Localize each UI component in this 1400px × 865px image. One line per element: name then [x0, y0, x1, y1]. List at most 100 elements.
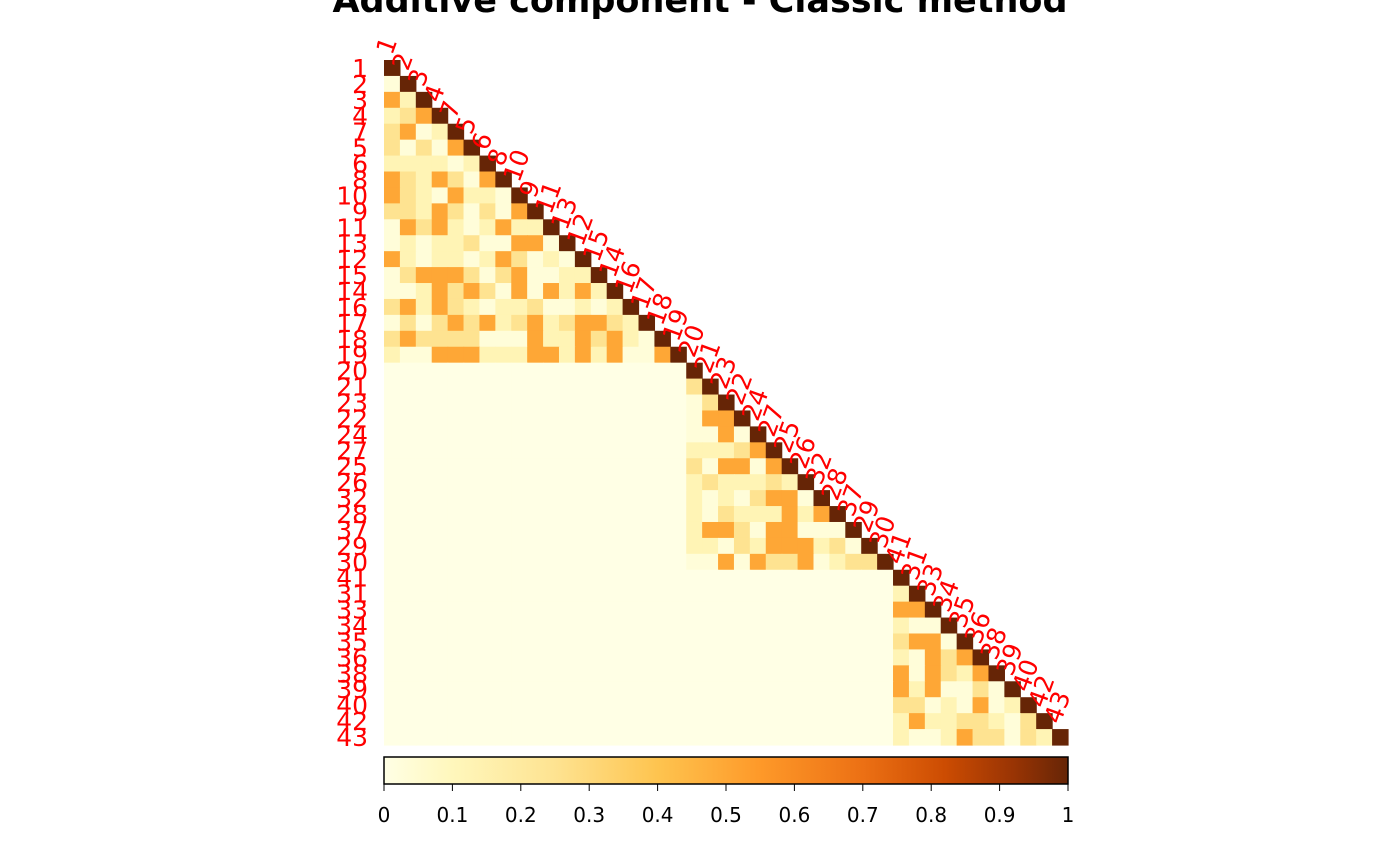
- heatmap-cell: [606, 521, 624, 539]
- heatmap-cell: [686, 474, 703, 491]
- heatmap-cell: [431, 553, 449, 571]
- heatmap-cell: [861, 697, 878, 714]
- heatmap-cell: [479, 697, 496, 714]
- heatmap-cell: [527, 633, 544, 651]
- heatmap-cell: [702, 649, 719, 666]
- heatmap-cell: [415, 251, 433, 268]
- heatmap-cell: [590, 585, 608, 603]
- row-label: 36: [336, 643, 368, 672]
- heatmap-cell: [463, 330, 481, 348]
- heatmap-cell: [638, 314, 656, 332]
- heatmap-cell: [845, 585, 862, 603]
- heatmap-cell: [495, 649, 512, 666]
- heatmap-cell: [447, 490, 465, 507]
- heatmap-cell: [463, 506, 481, 523]
- heatmap-cell: [829, 649, 846, 666]
- heatmap-cell: [558, 601, 576, 619]
- heatmap-cell: [527, 729, 544, 746]
- heatmap-cell: [686, 665, 703, 682]
- heatmap-cell: [384, 378, 401, 396]
- heatmap-cell: [718, 601, 735, 619]
- heatmap-cell: [845, 713, 862, 730]
- heatmap-cell: [543, 314, 560, 332]
- heatmap-cell: [399, 171, 417, 189]
- heatmap-cell: [511, 681, 528, 698]
- heatmap-cell: [415, 506, 433, 523]
- heatmap-cell: [431, 235, 449, 252]
- heatmap-cell: [447, 171, 465, 189]
- heatmap-cell: [590, 442, 608, 459]
- heatmap-cell: [813, 681, 830, 698]
- heatmap-cell: [813, 521, 830, 539]
- heatmap-cell: [829, 585, 846, 603]
- heatmap-cell: [622, 410, 640, 427]
- heatmap-cell: [415, 394, 433, 412]
- row-label: 38: [336, 659, 368, 688]
- heatmap-cell: [733, 649, 751, 666]
- heatmap-cell: [797, 665, 815, 682]
- heatmap-cell: [574, 314, 592, 332]
- heatmap-cell: [479, 235, 496, 252]
- heatmap-cell: [638, 697, 656, 714]
- heatmap-cell: [590, 474, 608, 491]
- heatmap-cell: [431, 378, 449, 396]
- heatmap-cell: [543, 617, 560, 635]
- heatmap-cell: [829, 729, 846, 746]
- heatmap-cell: [718, 649, 735, 666]
- heatmap-cell: [574, 490, 592, 507]
- heatmap-cell: [654, 537, 671, 555]
- heatmap-cell: [431, 713, 449, 730]
- heatmap-cell: [590, 553, 608, 571]
- heatmap-cell: [781, 713, 799, 730]
- heatmap-cell: [527, 203, 544, 220]
- heatmap-cell: [463, 585, 481, 603]
- heatmap-cell: [590, 506, 608, 523]
- heatmap-cell: [638, 537, 656, 555]
- heatmap-cell: [686, 410, 703, 427]
- heatmap-cell: [638, 442, 656, 459]
- heatmap-cell: [511, 442, 528, 459]
- heatmap-cell: [399, 537, 417, 555]
- heatmap-cell: [543, 649, 560, 666]
- heatmap-cell: [384, 681, 401, 698]
- row-label: 18: [336, 325, 368, 354]
- heatmap-cell: [479, 537, 496, 555]
- heatmap-cell: [543, 585, 560, 603]
- heatmap-cell: [702, 458, 719, 475]
- heatmap-cell: [543, 537, 560, 555]
- heatmap-cell: [940, 729, 958, 746]
- heatmap-cell: [527, 298, 544, 316]
- heatmap-cell: [558, 426, 576, 443]
- heatmap-cell: [384, 187, 401, 204]
- heatmap-cell: [399, 521, 417, 539]
- heatmap-cell: [622, 346, 640, 364]
- heatmap-cell: [813, 569, 830, 587]
- heatmap-cell: [558, 267, 576, 284]
- heatmap-cell: [527, 506, 544, 523]
- heatmap-cell: [463, 219, 481, 236]
- heatmap-cell: [463, 251, 481, 268]
- heatmap-cell: [654, 601, 671, 619]
- heatmap-cell: [431, 346, 449, 364]
- row-label: 20: [336, 357, 368, 386]
- heatmap-cell: [606, 617, 624, 635]
- heatmap-cell: [733, 426, 751, 443]
- heatmap-cell: [431, 314, 449, 332]
- row-label: 2: [352, 70, 368, 99]
- heatmap-cell: [463, 362, 481, 380]
- heatmap-cell: [463, 617, 481, 635]
- heatmap-cell: [1020, 729, 1037, 746]
- heatmap-cell: [590, 362, 608, 380]
- heatmap-cell: [479, 378, 496, 396]
- heatmap-cell: [447, 298, 465, 316]
- heatmap-cell: [574, 426, 592, 443]
- heatmap-cell: [527, 283, 544, 300]
- heatmap-cell: [447, 314, 465, 332]
- heatmap-cell: [479, 585, 496, 603]
- heatmap-cell: [956, 729, 974, 746]
- heatmap-cell: [574, 346, 592, 364]
- heatmap-cell: [686, 378, 703, 396]
- heatmap-cell: [415, 697, 433, 714]
- heatmap-cell: [670, 617, 687, 635]
- heatmap-cell: [638, 426, 656, 443]
